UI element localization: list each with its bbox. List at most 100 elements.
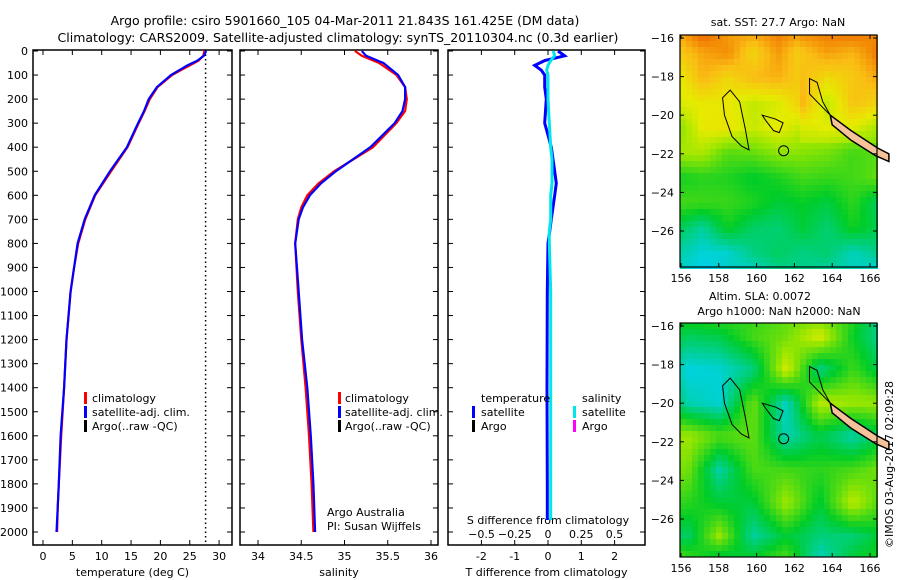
map-cell xyxy=(692,257,698,263)
map-cell xyxy=(728,341,734,347)
map-cell xyxy=(752,77,758,83)
map-cell xyxy=(716,239,722,245)
map-cell xyxy=(806,215,812,221)
map-cell xyxy=(782,341,788,347)
map-cell xyxy=(824,167,830,173)
map-cell xyxy=(740,215,746,221)
map-cell xyxy=(680,419,686,425)
map-cell xyxy=(704,209,710,215)
map-cell xyxy=(716,377,722,383)
map-cell xyxy=(794,395,800,401)
map-cell xyxy=(728,485,734,491)
map-cell xyxy=(704,203,710,209)
map-cell xyxy=(764,395,770,401)
map-cell xyxy=(866,353,872,359)
map-cell xyxy=(746,221,752,227)
map-cell xyxy=(806,533,812,539)
y-tick-label: 2000 xyxy=(0,526,28,539)
map-cell xyxy=(800,107,806,113)
map-cell xyxy=(698,353,704,359)
map-cell xyxy=(752,65,758,71)
map-cell xyxy=(830,353,836,359)
map-cell xyxy=(698,131,704,137)
map-cell xyxy=(776,215,782,221)
map-cell xyxy=(734,389,740,395)
map-cell xyxy=(758,407,764,413)
map-cell xyxy=(740,77,746,83)
map-cell xyxy=(800,485,806,491)
map-cell xyxy=(704,173,710,179)
map-cell xyxy=(842,233,848,239)
map-cell xyxy=(770,149,776,155)
map-cell xyxy=(758,173,764,179)
map-cell xyxy=(734,521,740,527)
map-cell xyxy=(866,137,872,143)
map-cell xyxy=(824,89,830,95)
map-cell xyxy=(686,149,692,155)
map-cell xyxy=(866,473,872,479)
map-cell xyxy=(860,443,866,449)
map-cell xyxy=(728,263,734,269)
map-cell xyxy=(758,143,764,149)
map-cell xyxy=(794,401,800,407)
map-cell xyxy=(734,491,740,497)
map-cell xyxy=(698,377,704,383)
map-cell xyxy=(740,35,746,41)
map-cell xyxy=(740,107,746,113)
map-cell xyxy=(830,77,836,83)
map-cell xyxy=(752,107,758,113)
map-cell xyxy=(704,533,710,539)
map-cell xyxy=(824,431,830,437)
map-cell xyxy=(734,251,740,257)
map-cell xyxy=(752,149,758,155)
y-tick-label: 1000 xyxy=(0,286,28,299)
map-cell xyxy=(680,371,686,377)
map-cell xyxy=(818,101,824,107)
map-cell xyxy=(734,377,740,383)
map-cell xyxy=(698,35,704,41)
map-cell xyxy=(800,215,806,221)
map-cell xyxy=(788,485,794,491)
map-cell xyxy=(698,425,704,431)
map-cell xyxy=(746,413,752,419)
s-diff-axis-label: S difference from climatology xyxy=(467,514,630,527)
map-cell xyxy=(830,53,836,59)
map-cell xyxy=(746,53,752,59)
map-cell xyxy=(830,419,836,425)
map-cell xyxy=(728,407,734,413)
map-cell xyxy=(686,455,692,461)
map-cell xyxy=(824,143,830,149)
map-cell xyxy=(818,155,824,161)
map-cell xyxy=(722,377,728,383)
map-cell xyxy=(818,365,824,371)
map-cell xyxy=(848,251,854,257)
map-cell xyxy=(746,65,752,71)
map-cell xyxy=(734,461,740,467)
map-cell xyxy=(788,131,794,137)
map-cell xyxy=(758,473,764,479)
y-tick-label: 1200 xyxy=(0,334,28,347)
map-cell xyxy=(764,449,770,455)
map-cell xyxy=(740,527,746,533)
map-cell xyxy=(782,485,788,491)
map-cell xyxy=(680,545,686,551)
map-cell xyxy=(836,425,842,431)
map-cell xyxy=(788,551,794,557)
map-cell xyxy=(770,101,776,107)
map-cell xyxy=(806,173,812,179)
map-cell xyxy=(764,173,770,179)
map-cell xyxy=(860,227,866,233)
map-cell xyxy=(728,353,734,359)
map-cell xyxy=(782,155,788,161)
map-cell xyxy=(836,95,842,101)
map-cell xyxy=(782,95,788,101)
map-cell xyxy=(728,389,734,395)
map-cell xyxy=(758,35,764,41)
map-cell xyxy=(728,479,734,485)
x-tick-label: 0 xyxy=(545,550,552,563)
map-cell xyxy=(704,323,710,329)
map-cell xyxy=(842,71,848,77)
map-cell xyxy=(722,431,728,437)
map-cell xyxy=(770,239,776,245)
map-cell xyxy=(692,71,698,77)
